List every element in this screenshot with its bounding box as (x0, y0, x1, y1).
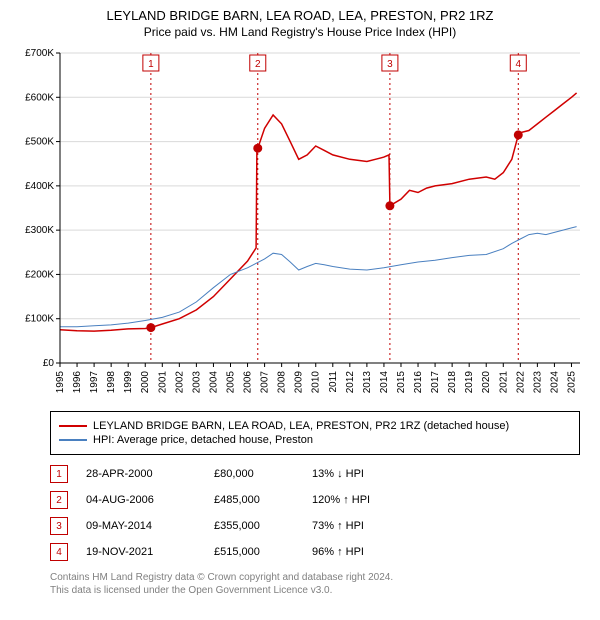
sale-date: 19-NOV-2021 (86, 546, 196, 558)
svg-text:1: 1 (148, 59, 154, 70)
svg-text:3: 3 (387, 59, 393, 70)
svg-text:£600K: £600K (25, 92, 54, 103)
sale-diff: 13% ↓ HPI (312, 468, 412, 480)
svg-text:2005: 2005 (225, 371, 236, 394)
svg-text:2004: 2004 (208, 371, 219, 394)
sale-row: 3 09-MAY-2014 £355,000 73% ↑ HPI (50, 513, 580, 539)
svg-text:2002: 2002 (174, 371, 185, 394)
svg-text:2017: 2017 (430, 371, 441, 394)
svg-text:2013: 2013 (362, 371, 373, 394)
sale-row: 1 28-APR-2000 £80,000 13% ↓ HPI (50, 461, 580, 487)
sale-price: £485,000 (214, 494, 294, 506)
svg-text:2015: 2015 (396, 371, 407, 394)
svg-text:1999: 1999 (123, 371, 134, 394)
sale-diff: 73% ↑ HPI (312, 520, 412, 532)
svg-text:2006: 2006 (243, 371, 254, 394)
sale-price: £80,000 (214, 468, 294, 480)
svg-text:£300K: £300K (25, 225, 54, 236)
legend-row: HPI: Average price, detached house, Pres… (59, 434, 571, 446)
chart-svg: £0 £100K £200K £300K £400K £500K £600K £700K 199… (10, 43, 590, 403)
footer-line-1: Contains HM Land Registry data © Crown c… (50, 571, 580, 584)
footer-line-2: This data is licensed under the Open Gov… (50, 584, 580, 597)
footer: Contains HM Land Registry data © Crown c… (50, 571, 580, 597)
title-block: LEYLAND BRIDGE BARN, LEA ROAD, LEA, PRES… (0, 0, 600, 43)
svg-text:£500K: £500K (25, 137, 54, 148)
sale-diff: 96% ↑ HPI (312, 546, 412, 558)
svg-text:2024: 2024 (549, 371, 560, 394)
svg-text:2023: 2023 (532, 371, 543, 394)
svg-text:2001: 2001 (157, 371, 168, 394)
svg-text:£400K: £400K (25, 181, 54, 192)
svg-text:4: 4 (516, 59, 522, 70)
svg-text:£0: £0 (43, 358, 55, 369)
sale-diff: 120% ↑ HPI (312, 494, 412, 506)
sale-marker: 3 (50, 517, 68, 535)
legend-box: LEYLAND BRIDGE BARN, LEA ROAD, LEA, PRES… (50, 411, 580, 455)
sale-date: 04-AUG-2006 (86, 494, 196, 506)
legend-swatch (59, 439, 87, 441)
sale-price: £515,000 (214, 546, 294, 558)
legend-label: LEYLAND BRIDGE BARN, LEA ROAD, LEA, PRES… (93, 420, 509, 432)
legend-label: HPI: Average price, detached house, Pres… (93, 434, 313, 446)
svg-text:1995: 1995 (55, 371, 66, 394)
sale-marker: 1 (50, 465, 68, 483)
sales-table: 1 28-APR-2000 £80,000 13% ↓ HPI 2 04-AUG-2006… (50, 461, 580, 565)
title-sub: Price paid vs. HM Land Registry's House … (10, 25, 590, 39)
sale-price: £355,000 (214, 520, 294, 532)
svg-text:2008: 2008 (277, 371, 288, 394)
legend-swatch (59, 425, 87, 427)
sale-marker: 4 (50, 543, 68, 561)
svg-text:£700K: £700K (25, 48, 54, 59)
svg-text:£200K: £200K (25, 269, 54, 280)
svg-text:2003: 2003 (191, 371, 202, 394)
svg-text:2019: 2019 (464, 371, 475, 394)
svg-text:2018: 2018 (447, 371, 458, 394)
svg-text:1996: 1996 (72, 371, 83, 394)
svg-text:2000: 2000 (140, 371, 151, 394)
svg-text:2022: 2022 (515, 371, 526, 394)
chart-area: £0 £100K £200K £300K £400K £500K £600K £700K 199… (10, 43, 590, 403)
svg-text:1997: 1997 (89, 371, 100, 394)
sale-row: 4 19-NOV-2021 £515,000 96% ↑ HPI (50, 539, 580, 565)
svg-text:2021: 2021 (498, 371, 509, 394)
svg-text:2012: 2012 (345, 371, 356, 394)
svg-text:2007: 2007 (260, 371, 271, 394)
chart-container: { "title": { "main": "LEYLAND BRIDGE BAR… (0, 0, 600, 597)
svg-text:2011: 2011 (328, 371, 339, 393)
svg-text:2025: 2025 (566, 371, 577, 394)
svg-text:2020: 2020 (481, 371, 492, 394)
legend-row: LEYLAND BRIDGE BARN, LEA ROAD, LEA, PRES… (59, 420, 571, 432)
svg-text:2009: 2009 (294, 371, 305, 394)
svg-text:2: 2 (255, 59, 261, 70)
svg-text:2010: 2010 (311, 371, 322, 394)
svg-text:2016: 2016 (413, 371, 424, 394)
svg-text:£100K: £100K (25, 314, 54, 325)
svg-text:2014: 2014 (379, 371, 390, 394)
sale-marker: 2 (50, 491, 68, 509)
sale-date: 09-MAY-2014 (86, 520, 196, 532)
sale-date: 28-APR-2000 (86, 468, 196, 480)
sale-row: 2 04-AUG-2006 £485,000 120% ↑ HPI (50, 487, 580, 513)
title-main: LEYLAND BRIDGE BARN, LEA ROAD, LEA, PRES… (10, 8, 590, 23)
svg-text:1998: 1998 (106, 371, 117, 394)
